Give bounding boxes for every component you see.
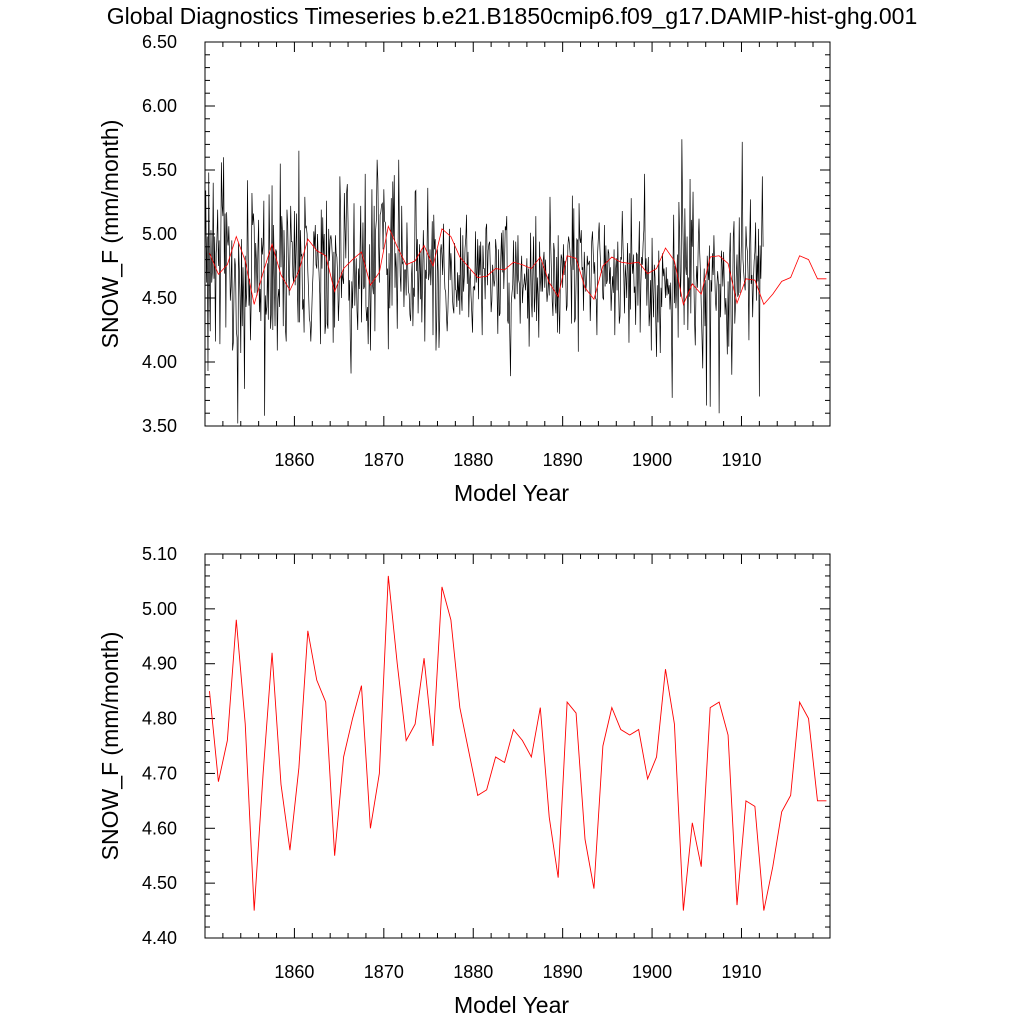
- x-tick-label: 1900: [632, 450, 672, 470]
- y-tick-label: 5.50: [142, 160, 177, 180]
- x-tick-label: 1890: [543, 450, 583, 470]
- y-tick-label: 4.80: [142, 709, 177, 729]
- x-tick-label: 1890: [543, 962, 583, 982]
- series-monthly-line: [205, 139, 764, 424]
- panel-bottom: 1860 1870 1880 1890 1900 1910 4.40 4.50 4.60 4.70…: [97, 544, 831, 1018]
- chart-title: Global Diagnostics Timeseries b.e21.B185…: [107, 3, 918, 29]
- y-tick-label: 4.90: [142, 654, 177, 674]
- y-axis-label: SNOW_F (mm/month): [97, 632, 123, 861]
- plot-frame: [204, 41, 831, 427]
- x-axis-label: Model Year: [454, 992, 569, 1018]
- x-tick-label: 1870: [364, 450, 404, 470]
- plot-area: [205, 139, 827, 424]
- y-tick-label: 4.50: [142, 288, 177, 308]
- x-tick-label: 1880: [453, 962, 493, 982]
- y-tick-label: 5.00: [142, 224, 177, 244]
- x-tick-label: 1860: [274, 962, 314, 982]
- x-tick-label: 1860: [274, 450, 314, 470]
- y-tick-label: 6.50: [142, 32, 177, 52]
- y-tick-label: 5.10: [142, 544, 177, 564]
- x-tick-label: 1880: [453, 450, 493, 470]
- y-tick-label: 5.00: [142, 599, 177, 619]
- panel-top: 1860 1870 1880 1890 1900 1910 3.50 4.00 4.50 5.00…: [97, 32, 831, 506]
- y-tick-label: 4.00: [142, 352, 177, 372]
- y-axis-label: SNOW_F (mm/month): [97, 120, 123, 349]
- y-tick-label: 6.00: [142, 96, 177, 116]
- y-tick-label: 4.40: [142, 928, 177, 948]
- plot-area: [209, 575, 827, 911]
- y-tick-label: 3.50: [142, 416, 177, 436]
- x-axis-label: Model Year: [454, 480, 569, 506]
- y-tick-label: 4.50: [142, 873, 177, 893]
- x-tick-label: 1900: [632, 962, 672, 982]
- plot-frame: [204, 553, 831, 939]
- x-tick-label: 1910: [721, 450, 761, 470]
- series-annual-line: [209, 575, 827, 911]
- y-tick-label: 4.70: [142, 763, 177, 783]
- series-annual-line: [209, 224, 827, 306]
- x-tick-label: 1870: [364, 962, 404, 982]
- x-tick-label: 1910: [721, 962, 761, 982]
- y-tick-label: 4.60: [142, 818, 177, 838]
